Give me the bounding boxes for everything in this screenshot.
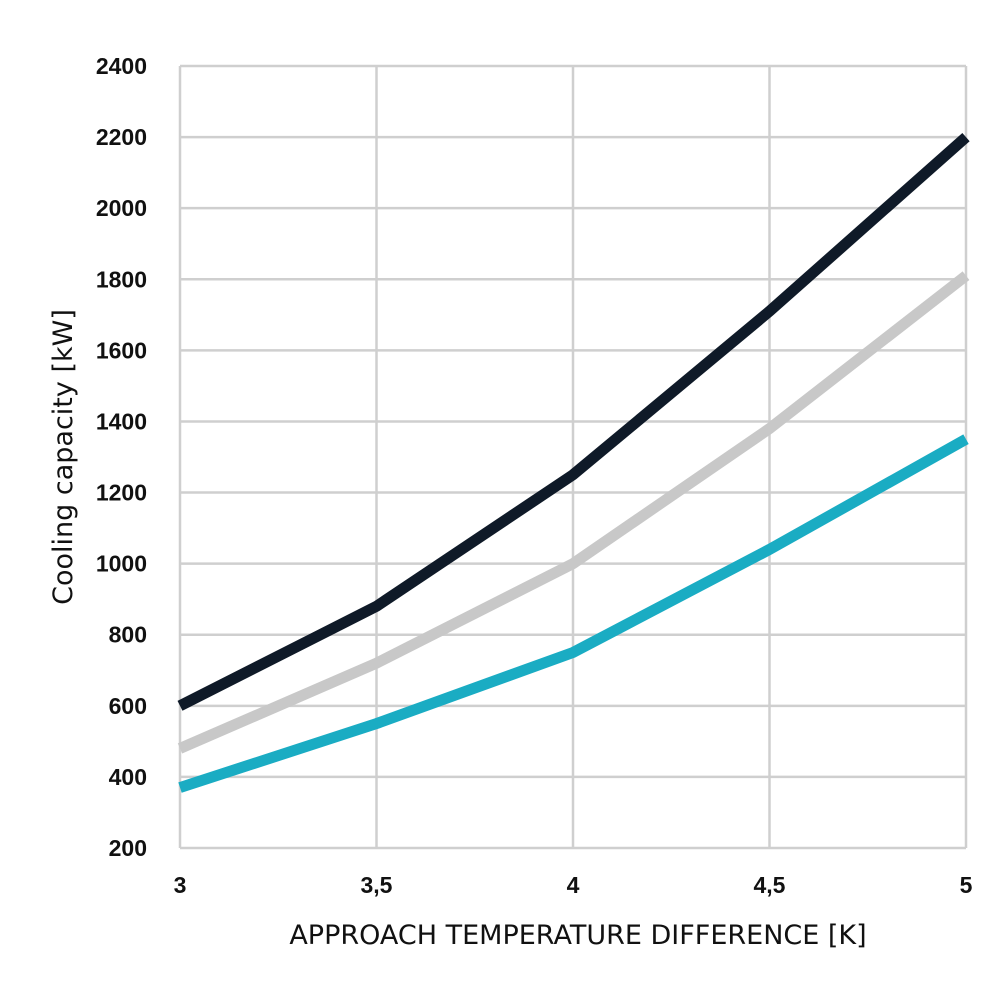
y-tick-label: 800 [109, 622, 147, 648]
y-tick-label: 1200 [96, 480, 147, 506]
grid [178, 64, 968, 850]
x-tick-label: 4 [567, 872, 580, 898]
x-tick-label: 4,5 [754, 872, 786, 898]
y-tick-label: 1600 [96, 337, 147, 363]
y-tick-label: 1000 [96, 551, 147, 577]
y-axis-title: Cooling capacity [kW] [48, 309, 79, 605]
y-tick-label: 2200 [96, 124, 147, 150]
x-tick-label: 5 [960, 872, 973, 898]
x-tick-label: 3 [174, 872, 187, 898]
y-tick-label: 400 [109, 764, 147, 790]
y-tick-label: 200 [109, 835, 147, 861]
y-tick-label: 1800 [96, 266, 147, 292]
y-tick-label: 600 [109, 693, 147, 719]
x-axis-ticks: 3 3,5 4 4,5 5 [174, 872, 973, 898]
y-tick-label: 1400 [96, 408, 147, 434]
x-tick-label: 3,5 [361, 872, 393, 898]
y-tick-label: 2000 [96, 195, 147, 221]
x-axis-title: APPROACH TEMPERATURE DIFFERENCE [K] [289, 920, 866, 951]
y-axis-ticks: 200 400 600 800 1000 1200 1400 1600 1800 2000 2200… [96, 53, 147, 861]
y-tick-label: 2400 [96, 53, 147, 79]
series-lines [177, 132, 970, 793]
